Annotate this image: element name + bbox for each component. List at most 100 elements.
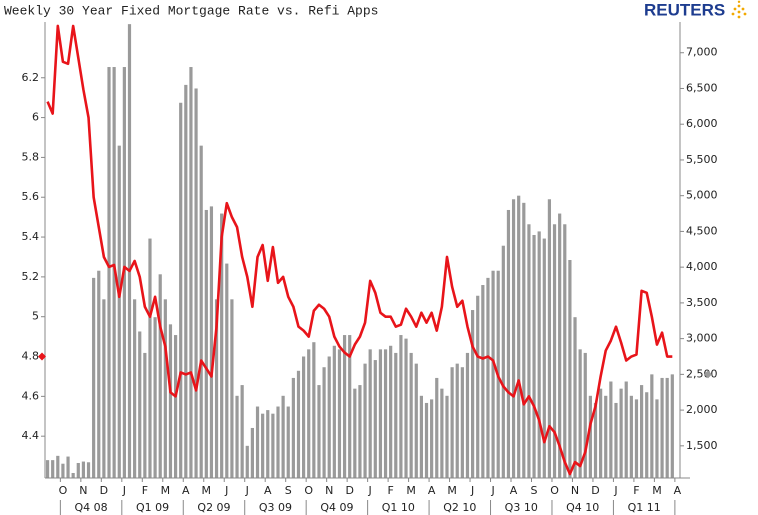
bar (419, 395, 423, 478)
bar (353, 388, 357, 478)
bar (235, 395, 239, 478)
bar (312, 342, 316, 478)
y-tick-label: 5.4 (22, 230, 40, 243)
bar (634, 399, 639, 478)
quarter-label: Q1 11 (628, 501, 661, 514)
y-tick-label: 6.2 (22, 71, 40, 84)
x-tick-label: M (406, 484, 416, 497)
y-tick-label: 4.8 (22, 350, 40, 363)
bar (322, 367, 326, 478)
bar (250, 427, 254, 478)
bar (614, 402, 618, 478)
bar (578, 349, 582, 478)
y2-tick-label: 4,000 (686, 260, 718, 273)
quarter-label: Q2 09 (197, 501, 230, 514)
bar (409, 352, 413, 478)
bar (302, 356, 306, 478)
bar (506, 209, 511, 478)
x-tick-label: O (550, 484, 559, 497)
bar (332, 345, 336, 478)
quarter-label: Q1 09 (136, 501, 169, 514)
x-tick-label: M (202, 484, 212, 497)
bar (486, 277, 490, 478)
bar (276, 406, 280, 478)
x-tick-label: O (304, 484, 313, 497)
bar (261, 413, 265, 478)
bar (629, 395, 633, 478)
y2-tick-label: 3,000 (686, 332, 718, 345)
y2-tick-label: 2,000 (686, 403, 718, 416)
bar (517, 195, 521, 479)
bar (81, 461, 86, 478)
bar (168, 324, 173, 478)
x-tick-label: F (388, 484, 394, 497)
bar (511, 199, 516, 479)
bar (650, 374, 654, 478)
bar (522, 202, 526, 479)
bar (593, 402, 598, 478)
rate-line (46, 24, 673, 476)
bar (204, 209, 208, 478)
bar (148, 238, 152, 478)
bar (245, 445, 249, 478)
logo-icon (731, 0, 747, 19)
bar (133, 299, 137, 478)
bar (117, 145, 121, 478)
bar (481, 285, 485, 478)
x-tick-label: M (161, 484, 171, 497)
x-tick-label: J (368, 484, 372, 497)
bar (537, 231, 541, 478)
last-value-marker (704, 370, 712, 379)
y2-tick-label: 5,000 (686, 189, 718, 202)
bar (291, 377, 295, 478)
bar (491, 270, 495, 478)
quarter-label: Q1 10 (382, 501, 415, 514)
bar (414, 363, 418, 478)
bar (573, 317, 577, 478)
bar (435, 377, 439, 478)
bar (71, 472, 75, 478)
bar (563, 224, 567, 478)
bar (61, 463, 65, 478)
bar (179, 102, 183, 478)
chart-title: Weekly 30 Year Fixed Mortgage Rate vs. R… (4, 3, 378, 18)
bar (424, 402, 429, 478)
bar (281, 395, 285, 478)
bar (337, 349, 342, 478)
bar (255, 406, 260, 478)
bar (97, 270, 101, 478)
bar (92, 277, 96, 478)
quarter-label: Q4 10 (566, 501, 599, 514)
y2-tick-label: 1,500 (686, 439, 718, 452)
x-tick-label: F (633, 484, 639, 497)
bar (440, 388, 444, 478)
x-tick-label: S (285, 484, 292, 497)
bar (532, 234, 536, 478)
x-tick-label: J (224, 484, 228, 497)
bar (609, 381, 613, 478)
bar (194, 88, 198, 479)
bar (158, 274, 162, 478)
y-tick-label: 4.4 (22, 429, 40, 442)
bar (143, 352, 147, 478)
quarter-label: Q4 09 (320, 501, 353, 514)
x-tick-label: M (447, 484, 457, 497)
y-tick-label: 5.2 (22, 270, 40, 283)
bar (86, 462, 91, 478)
bar (127, 24, 132, 479)
bar (599, 388, 603, 478)
bar (45, 460, 50, 478)
x-tick-label: D (100, 484, 108, 497)
bar (552, 224, 557, 478)
bar (527, 224, 531, 478)
bar (383, 349, 388, 478)
bar (460, 367, 464, 478)
x-tick-label: D (591, 484, 599, 497)
bar (430, 399, 434, 478)
bar (568, 260, 572, 478)
bar (51, 460, 55, 478)
bar (296, 370, 301, 478)
x-tick-label: N (79, 484, 87, 497)
x-tick-label: N (571, 484, 579, 497)
